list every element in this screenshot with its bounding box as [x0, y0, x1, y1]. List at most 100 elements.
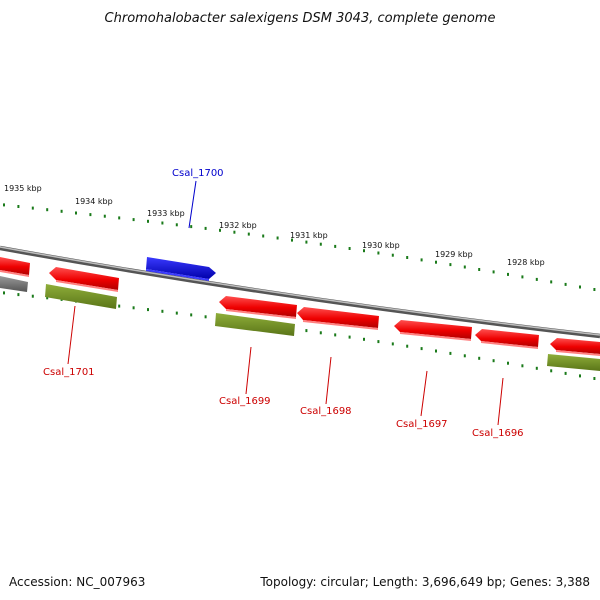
lower-ruler-minor-tick [161, 309, 164, 313]
ruler-label-1932: 1932 kbp [219, 221, 257, 230]
upper-ruler-minor-tick [132, 218, 135, 222]
ruler-label-1929: 1929 kbp [435, 250, 473, 259]
ruler-label-1933: 1933 kbp [147, 209, 185, 218]
upper-ruler-minor-tick [391, 253, 394, 257]
gene-csal-1697[interactable] [394, 320, 472, 341]
track-green-csal-1699[interactable] [215, 313, 295, 336]
gene-label-csal-1699[interactable]: Csal_1699 [219, 396, 271, 407]
ruler-label-1930: 1930 kbp [362, 241, 400, 250]
lower-ruler-minor-tick [521, 364, 524, 368]
leader-csal-1700 [188, 180, 197, 229]
upper-ruler-minor-tick [75, 211, 77, 215]
genome-backbone [0, 245, 600, 339]
upper-ruler-minor-tick [564, 282, 567, 286]
lower-ruler-minor-tick [492, 359, 495, 363]
gene-csal-1695-partial[interactable] [550, 338, 600, 356]
upper-ruler-minor-tick [262, 234, 265, 238]
upper-ruler-minor-tick [3, 203, 5, 207]
gene-label-csal-1696[interactable]: Csal_1696 [472, 428, 524, 439]
ruler-label-1928: 1928 kbp [507, 258, 545, 267]
upper-ruler-minor-tick [60, 209, 63, 213]
upper-ruler-minor-tick [89, 213, 92, 217]
track-green-csal-1701[interactable] [45, 284, 117, 309]
lower-ruler-minor-tick [204, 315, 207, 319]
track-grey-partial[interactable] [0, 276, 28, 292]
leader-csal-1697 [420, 370, 428, 417]
upper-ruler-minor-tick [593, 288, 596, 291]
genome-summary-text: Topology: circular; Length: 3,696,649 bp… [259, 575, 590, 589]
lower-ruler-minor-tick [190, 313, 193, 317]
upper-ruler-minor-tick [291, 238, 293, 242]
accession-text: Accession: NC_007963 [9, 575, 145, 589]
upper-ruler-minor-tick [420, 258, 423, 262]
leader-csal-1698 [325, 356, 332, 405]
gene-label-csal-1697[interactable]: Csal_1697 [396, 419, 448, 430]
gene-label-csal-1698[interactable]: Csal_1698 [300, 406, 352, 417]
upper-ruler-minor-tick [305, 240, 308, 244]
lower-ruler-minor-tick [3, 291, 5, 295]
upper-ruler-minor-tick [175, 223, 178, 227]
genome-backbone-highlight [0, 246, 600, 336]
ruler-labels: 1935 kbp 1934 kbp 1933 kbp 1932 kbp 1931… [4, 184, 545, 267]
upper-ruler-minor-tick [46, 208, 49, 212]
upper-coordinate-ruler [3, 203, 596, 291]
page-title: Chromohalobacter salexigens DSM 3043, co… [105, 11, 496, 26]
gene-csal-1696[interactable] [475, 329, 539, 349]
ruler-label-1934: 1934 kbp [75, 197, 113, 206]
upper-ruler-minor-tick [535, 277, 538, 281]
upper-ruler-minor-tick [219, 228, 221, 232]
gene-csal-1698[interactable] [297, 307, 379, 330]
lower-ruler-minor-tick [348, 335, 351, 339]
ruler-label-1935: 1935 kbp [4, 184, 42, 193]
lower-ruler-minor-tick [377, 340, 380, 344]
lower-ruler-minor-tick [564, 371, 567, 375]
leader-csal-1701 [67, 305, 76, 365]
lower-ruler-minor-tick [334, 333, 337, 337]
gene-csal-1702-partial[interactable] [0, 257, 30, 277]
upper-ruler-minor-tick [161, 221, 164, 225]
leader-csal-1699 [245, 346, 252, 395]
upper-ruler-minor-tick [406, 256, 409, 259]
gene-leader-lines [67, 180, 504, 426]
lower-ruler-minor-tick [406, 344, 409, 348]
lower-ruler-minor-tick [579, 374, 581, 378]
lower-ruler-minor-tick [449, 351, 452, 355]
lower-ruler-minor-tick [147, 308, 149, 312]
lower-ruler-minor-tick [175, 311, 178, 315]
gene-label-csal-1700[interactable]: Csal_1700 [172, 168, 224, 179]
upper-ruler-minor-tick [492, 270, 495, 274]
lower-ruler-minor-tick [305, 329, 308, 333]
lower-ruler-minor-tick [535, 366, 538, 370]
upper-ruler-minor-tick [550, 280, 553, 284]
upper-ruler-minor-tick [319, 242, 322, 246]
upper-ruler-minor-tick [521, 275, 524, 279]
upper-ruler-minor-tick [31, 206, 34, 210]
gene-csal-1700[interactable] [146, 257, 216, 281]
ruler-label-1931: 1931 kbp [290, 231, 328, 240]
upper-ruler-minor-tick [147, 219, 149, 223]
gene-csal-1699[interactable] [219, 296, 297, 319]
leader-csal-1696 [497, 377, 504, 426]
upper-ruler-minor-tick [233, 230, 236, 234]
lower-ruler-minor-tick [391, 342, 394, 346]
upper-ruler-minor-tick [334, 244, 337, 248]
lower-ruler-minor-tick [593, 377, 596, 380]
lower-ruler-minor-tick [478, 356, 481, 360]
upper-ruler-minor-tick [276, 236, 279, 240]
lower-ruler-minor-tick [17, 293, 20, 297]
gene-label-csal-1701[interactable]: Csal_1701 [43, 367, 95, 378]
lower-ruler-minor-tick [435, 349, 437, 353]
upper-ruler-minor-tick [449, 263, 452, 267]
upper-ruler-minor-tick [478, 268, 481, 271]
gene-csal-1701[interactable] [49, 267, 119, 292]
upper-ruler-minor-tick [247, 232, 250, 236]
upper-ruler-minor-tick [204, 226, 207, 230]
lower-ruler-minor-tick [319, 331, 322, 335]
lower-ruler-minor-tick [118, 304, 121, 308]
upper-ruler-minor-tick [377, 251, 380, 255]
upper-ruler-minor-tick [579, 285, 581, 289]
lower-ruler-minor-tick [46, 296, 49, 300]
upper-ruler-minor-tick [363, 249, 365, 253]
track-green-right-partial[interactable] [547, 354, 600, 371]
